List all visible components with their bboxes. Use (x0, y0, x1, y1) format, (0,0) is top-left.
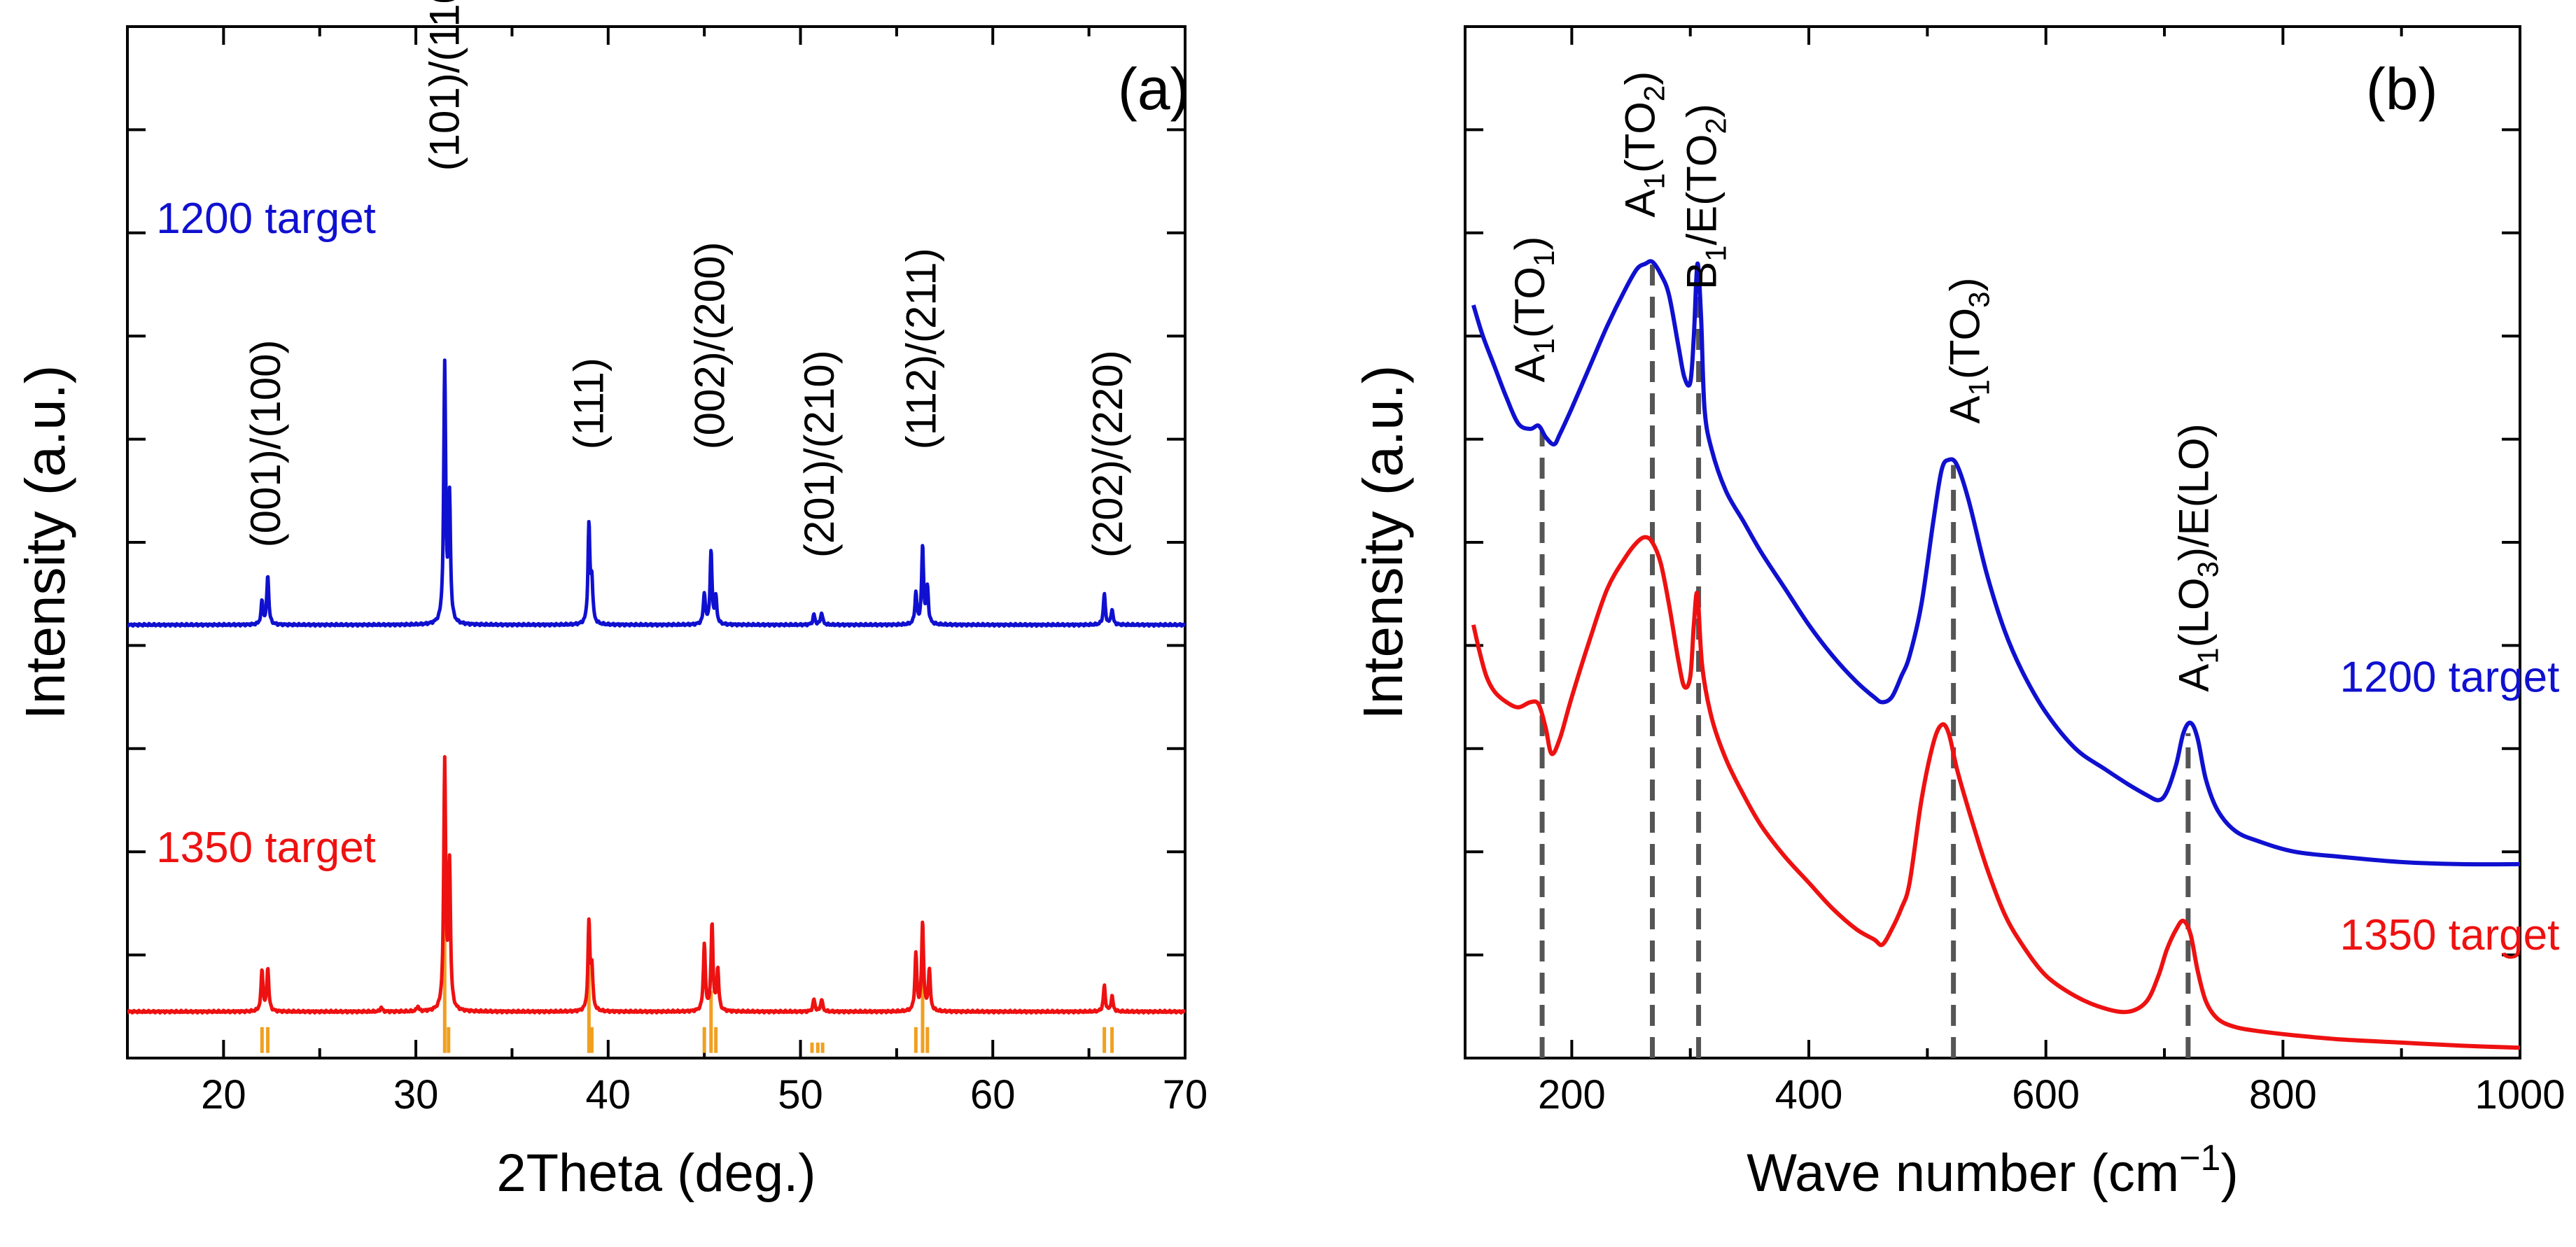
series-label: 1350 target (2340, 911, 2560, 959)
mode-annotation: B1/E(TO2) (1679, 104, 1732, 290)
series-line-1200 (1471, 259, 2520, 867)
x-tick-label-a: 20 (201, 1072, 246, 1118)
x-tick-label-b: 800 (2249, 1072, 2317, 1118)
series-label: 1200 target (2340, 654, 2560, 702)
x-tick-label-b: 1000 (2474, 1072, 2565, 1118)
peak-annotation: (111) (565, 358, 612, 449)
plot-area-b (1471, 259, 2520, 1058)
series-label: 1350 target (156, 824, 376, 872)
x-tick-label-a: 40 (586, 1072, 631, 1118)
x-axis-title-a: 2Theta (deg.) (496, 1143, 816, 1203)
panel-label-a: (a) (1118, 56, 1190, 122)
mode-annotation: A1(TO3) (1942, 278, 1996, 424)
series-line-1350 (1471, 535, 2520, 1050)
peak-annotation: (101)/(110) (421, 0, 468, 171)
x-tick-label-b: 200 (1538, 1072, 1606, 1118)
x-tick-label-b: 400 (1775, 1072, 1843, 1118)
peak-annotation: (202)/(220) (1084, 350, 1131, 558)
peak-annotation: (112)/(211) (898, 248, 945, 449)
panel-label-b: (b) (2366, 56, 2438, 122)
x-tick-label-a: 30 (393, 1072, 439, 1118)
peak-annotation: (201)/(210) (796, 350, 843, 558)
y-axis-title-a: Intensity (a.u.) (14, 365, 76, 720)
mode-annotation: A1(TO1) (1506, 237, 1560, 383)
mode-annotation: A1(TO2) (1617, 71, 1671, 218)
panel-a-xrd-chart: 20 30 40 50 60 70 2Theta (deg.) Intensity (a.u.… (14, 0, 1208, 1203)
x-axis-title-b: Wave number (cm−1) (1746, 1138, 2239, 1203)
axes-frame-b (1464, 25, 2521, 1059)
series-line-1200 (127, 358, 1185, 628)
peak-annotation: (002)/(200) (686, 242, 733, 450)
x-tick-label-a: 70 (1163, 1072, 1208, 1118)
y-axis-title-b: Intensity (a.u.) (1352, 365, 1414, 720)
x-tick-label-a: 60 (970, 1072, 1016, 1118)
panel-b-raman-chart: 200 400 600 800 1000 Wave number (cm−1) Intens… (1352, 25, 2566, 1203)
series-line-1350 (127, 755, 1185, 1015)
mode-annotation: A1(LO3)/E(LO) (2170, 423, 2224, 691)
plot-area-a (127, 358, 1185, 1053)
peak-annotation: (001)/(100) (242, 340, 289, 548)
x-tick-label-b: 600 (2012, 1072, 2080, 1118)
x-tick-label-a: 50 (778, 1072, 823, 1118)
series-label: 1200 target (156, 195, 376, 243)
